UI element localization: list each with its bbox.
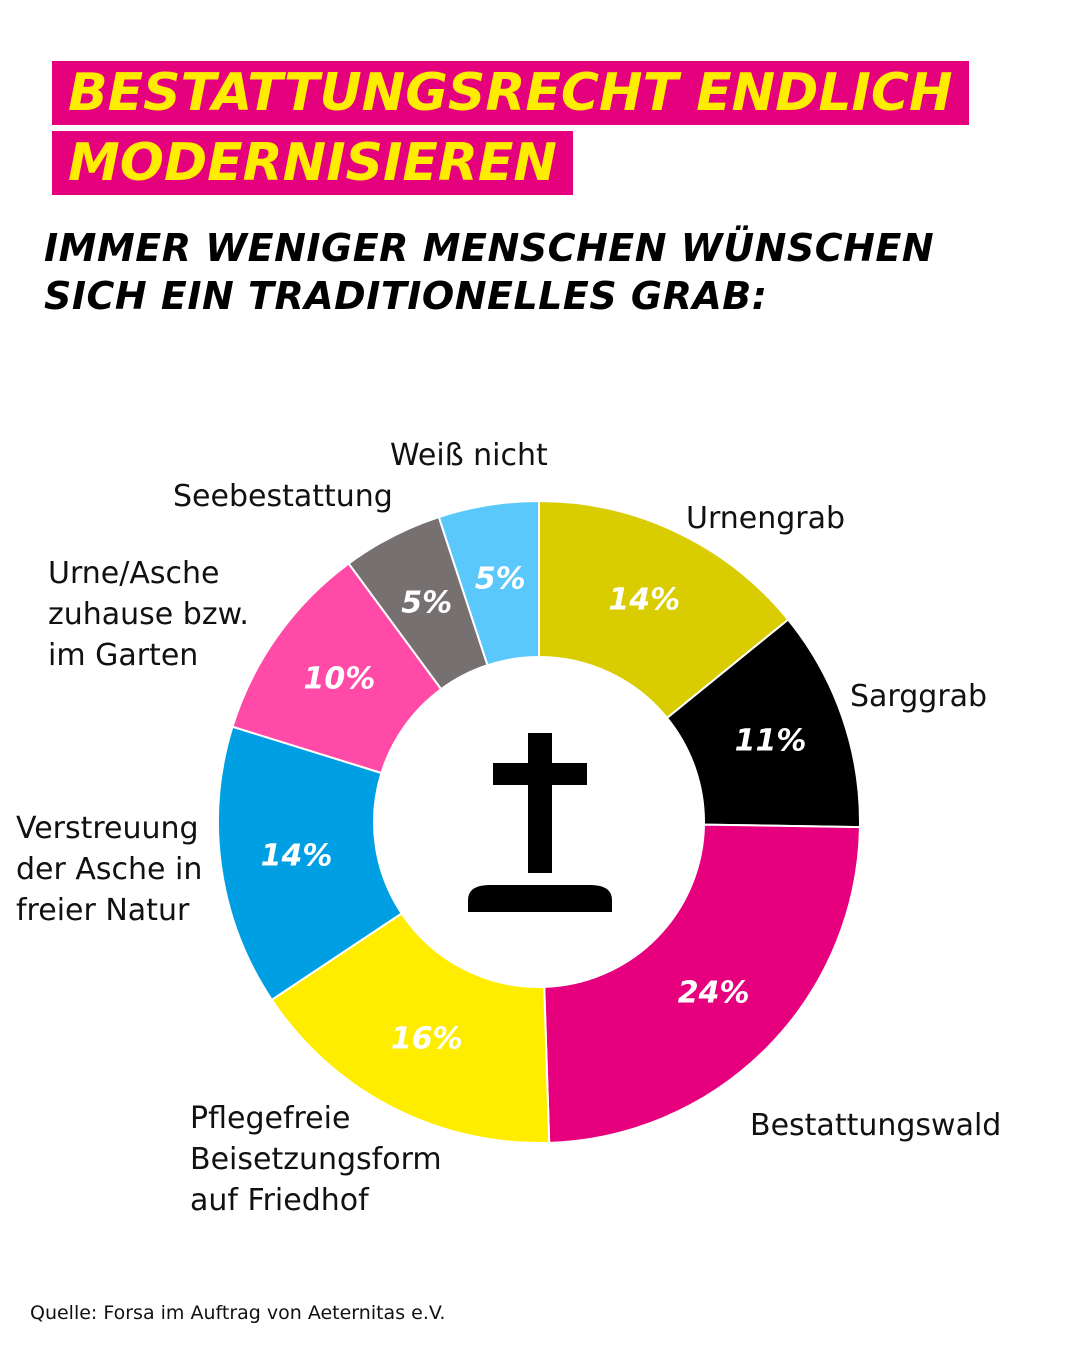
donut-segment: [543, 823, 861, 1144]
donut-segment: [270, 912, 551, 1144]
category-label: Weiß nicht: [390, 438, 548, 473]
value-label: 24%: [678, 975, 750, 1010]
chart-title: BESTATTUNGSRECHT ENDLICH MODERNISIEREN: [52, 58, 992, 198]
donut-segment: [538, 499, 790, 720]
donut-segment: [437, 499, 540, 667]
category-label: Urnengrab: [686, 501, 846, 536]
category-label: Bestattungswald: [750, 1108, 1002, 1143]
value-label: 10%: [304, 661, 376, 696]
value-label: 5%: [475, 562, 526, 597]
category-label: Sarggrab: [850, 679, 988, 714]
source: Quelle: Forsa im Auftrag von Aeternitas …: [30, 1302, 446, 1324]
value-label: 14%: [261, 838, 333, 873]
category-label: Seebestattung: [173, 479, 393, 514]
value-label: 14%: [608, 582, 680, 617]
value-label: 11%: [735, 723, 807, 758]
grave-icon: [468, 733, 612, 912]
category-label: Urne/Asche zuhause bzw. im Garten: [48, 556, 249, 673]
value-label: 16%: [391, 1021, 463, 1056]
donut-segment: [665, 618, 861, 829]
donut-segment: [217, 725, 404, 1002]
category-label: Verstreuung der Asche in freier Natur: [16, 811, 203, 928]
value-label: 5%: [401, 586, 452, 621]
category-label: Pflegefreie Beisetzungsform auf Friedhof: [190, 1101, 442, 1218]
chart-subtitle: IMMER WENIGER MENSCHEN WÜNSCHEN SICH EIN…: [44, 226, 935, 318]
